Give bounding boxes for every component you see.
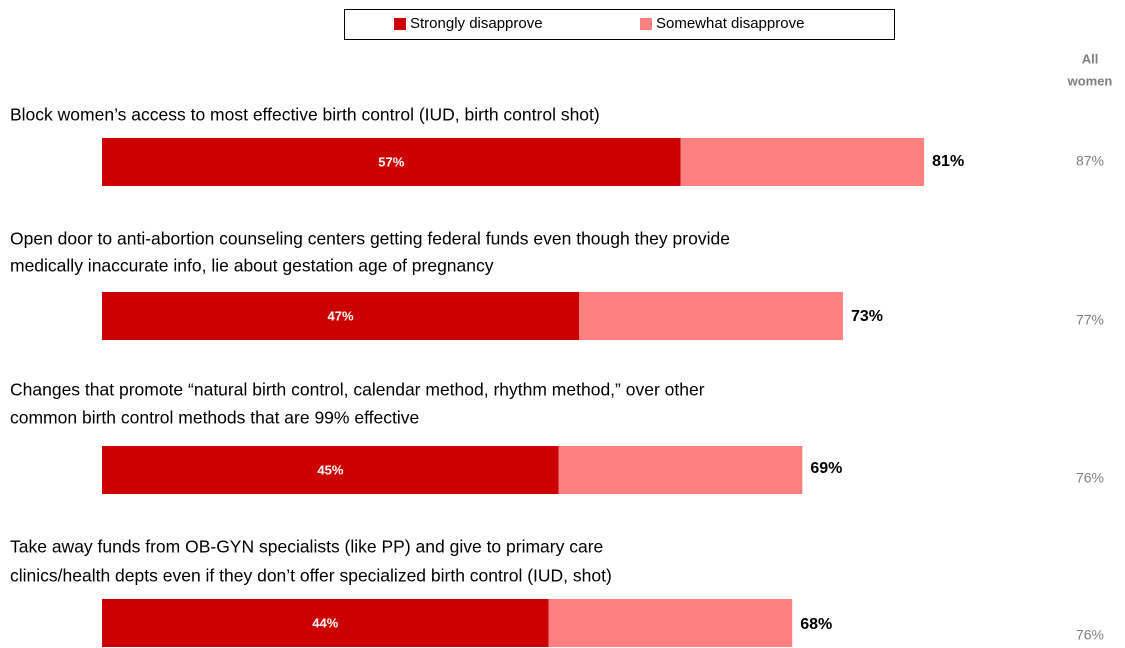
category-label: clinics/health depts even if they don’t … <box>10 566 612 586</box>
bar-segment <box>548 599 793 647</box>
all-women-value: 77% <box>1076 312 1104 328</box>
legend-swatch <box>394 18 406 30</box>
legend-label: Strongly disapprove <box>410 15 543 32</box>
bar-segment <box>579 292 843 340</box>
bar-value-label: 45% <box>317 462 343 477</box>
total-label: 69% <box>810 460 842 477</box>
bar-value-label: 57% <box>378 154 404 169</box>
bar-segment <box>558 446 803 494</box>
category-label: Take away funds from OB-GYN specialists … <box>10 537 603 557</box>
legend-label: Somewhat disapprove <box>656 15 804 32</box>
all-women-value: 76% <box>1076 627 1104 643</box>
total-label: 68% <box>800 616 832 633</box>
category-label: Block women’s access to most effective b… <box>10 105 600 125</box>
bar-segment <box>102 138 681 186</box>
total-label: 73% <box>851 308 883 325</box>
bar-segment <box>102 599 549 647</box>
category-label: medically inaccurate info, lie about ges… <box>10 256 494 276</box>
category-label: common birth control methods that are 99… <box>10 408 419 428</box>
bar-segment <box>102 292 580 340</box>
bar-value-label: 44% <box>312 615 338 630</box>
bar-segment <box>680 138 925 186</box>
total-label: 81% <box>932 153 964 170</box>
bar-value-label: 47% <box>328 308 354 323</box>
category-label: Changes that promote “natural birth cont… <box>10 380 705 400</box>
category-label: Open door to anti-abortion counseling ce… <box>10 229 730 249</box>
column-header: women <box>1067 73 1113 88</box>
legend-box <box>344 9 895 40</box>
legend-swatch <box>640 18 652 30</box>
all-women-value: 87% <box>1076 153 1104 169</box>
bar-segment <box>102 446 559 494</box>
all-women-value: 76% <box>1076 470 1104 486</box>
column-header: All <box>1082 51 1099 66</box>
